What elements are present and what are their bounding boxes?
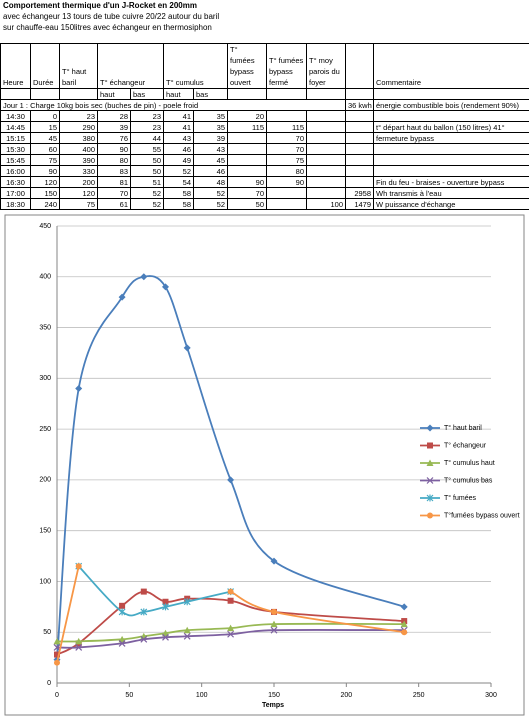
y-tick-label: 450 [39,223,51,230]
marker [183,598,191,606]
marker [400,620,408,628]
table-cell: Heure [0,43,31,89]
legend-label: T° cumulus haut [444,459,495,467]
table-row: 15:45 75 390 80 50 49 45 75 [0,154,529,166]
table-cell: 75 [59,198,98,210]
y-tick-label: 150 [39,528,51,535]
table-cell: T° fumées bypass fermé [266,43,307,89]
table-cell [345,43,374,89]
marker [53,637,61,645]
sheet-subtitle: sur chauffe-eau 150litres avec échangeur… [3,23,212,32]
marker [183,344,191,352]
legend-label: T° cumulus bas [444,476,493,484]
table-cell: T° moy parois du foyer [306,43,346,89]
marker [400,603,408,611]
marker [140,273,148,281]
marker [118,608,126,616]
marker [54,659,60,666]
marker [162,598,169,605]
legend-label: T° échangeur [444,441,487,449]
marker [140,588,147,595]
data-table: Heure Durée T° haut baril T° échangeur T° cu… [0,43,529,210]
marker [53,644,61,651]
marker [227,630,235,638]
y-tick-label: 400 [39,274,51,281]
legend-label: T° haut baril [444,424,482,432]
table-cell: T° cumulus [163,43,228,89]
marker [118,293,126,301]
table-cell: Commentaire [373,43,529,89]
marker [426,477,434,484]
y-tick-label: 100 [39,578,51,585]
x-tick-label: 100 [196,692,208,699]
table-row: 14:45 15 290 39 23 41 35 115 115 t° départ haut d… [0,121,529,133]
x-tick-label: 200 [340,692,352,699]
marker [140,608,148,616]
marker [183,626,191,634]
table-cell: W puissance d'échange [373,198,529,210]
sheet-subtitle: avec échangeur 13 tours de tube cuivre 2… [3,12,220,21]
series-line [56,566,405,663]
table-row: haut bas haut bas [0,88,529,100]
marker [427,442,433,449]
marker [271,608,277,615]
x-axis-title: Temps [262,702,284,709]
table-row: 17:00 150 120 70 52 58 52 70 2958 Wh transmis à l… [0,187,529,199]
marker [270,557,278,565]
marker [140,635,148,643]
y-tick-label: 300 [39,375,51,382]
marker [227,476,235,484]
table-cell: T° fumées bypass ouvert [227,43,267,89]
marker [426,459,434,466]
marker [227,624,235,632]
y-tick-label: 350 [39,324,51,331]
marker [118,635,126,643]
marker [270,620,278,628]
y-tick-label: 0 [47,680,51,687]
legend-label: T°fumées bypass ouvert [444,511,520,519]
table-body: Heure Durée T° haut baril T° échangeur T° cu… [0,43,529,210]
marker [227,588,234,595]
table-row: 16:30 120 200 81 51 54 48 90 90 Fin du feu - brai… [0,176,529,188]
marker [401,629,408,636]
marker [118,639,126,647]
table-cell: 61 [97,198,131,210]
table-row: Heure Durée T° haut baril T° échangeur T° cu… [0,43,529,89]
marker [119,602,126,609]
y-tick-label: 200 [39,477,51,484]
x-tick-label: 50 [125,692,133,699]
marker [162,283,169,291]
marker [75,637,83,645]
marker [75,644,83,651]
marker [54,651,60,658]
marker [162,629,169,637]
marker [426,494,434,502]
table-cell: 58 [163,198,194,210]
marker [227,597,234,604]
marker [75,563,82,570]
x-tick-label: 250 [413,692,425,699]
table-row: 18:30 240 75 61 52 58 52 50 100 1479 W puissance d… [0,198,529,210]
y-tick-label: 50 [43,629,51,636]
marker [183,632,191,640]
marker [162,633,169,641]
x-tick-label: 300 [485,692,497,699]
marker [75,384,83,392]
table-cell: 18:30 [0,198,31,210]
x-tick-label: 150 [268,692,280,699]
legend-label: T° fumées [444,494,476,502]
marker [426,424,434,432]
marker [162,603,169,611]
table-row: 15:15 45 380 76 44 43 39 70 fermeture bypass [0,132,529,144]
y-tick-label: 250 [39,426,51,433]
marker [270,626,278,634]
marker [427,512,433,519]
x-tick-label: 0 [55,692,59,699]
sheet-title: Comportement thermique d'un J-Rocket en … [3,1,197,10]
